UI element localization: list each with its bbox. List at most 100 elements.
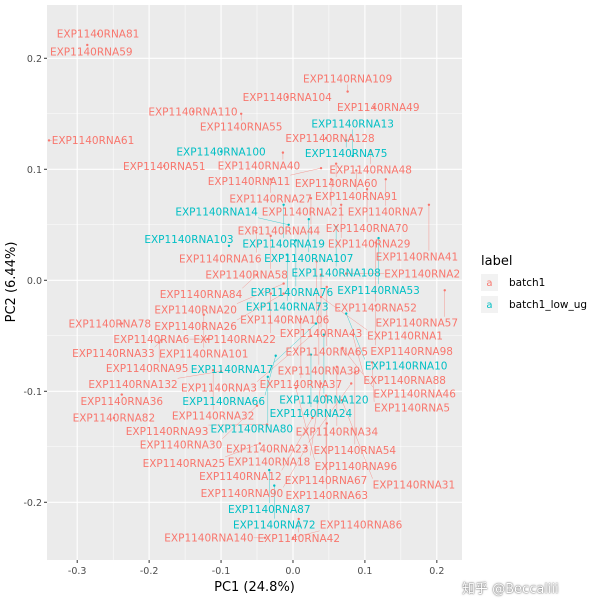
label-leader-line [371,362,375,402]
point-label: EXP1140RNA91 [315,191,398,203]
data-point [340,398,344,402]
point-label: EXP1140RNA86 [320,520,403,532]
data-point [314,322,318,325]
data-point [286,95,289,99]
data-point [377,236,380,240]
data-point [345,139,348,142]
data-point [319,382,323,385]
data-point [263,536,267,539]
point-label: EXP1140RNA93 [126,426,209,438]
data-point [282,292,285,295]
data-point [281,151,285,154]
data-point [319,273,323,276]
point-label: EXP1140RNA3 [181,383,257,395]
point-label: EXP1140RNA110 [148,106,237,118]
data-point [297,517,300,521]
point-label: EXP1140RNA96 [315,461,398,473]
data-point [345,312,348,315]
y-tick-label: 0.0 [27,276,42,287]
point-label: EXP1140RNA25 [143,458,226,470]
point-label: EXP1140RNA49 [337,102,420,114]
legend-key-glyph: a [486,278,492,289]
data-point [319,166,323,170]
point-label: EXP1140RNA55 [200,122,283,134]
point-label: EXP1140RNA78 [69,318,152,330]
data-point [269,234,272,238]
point-label: EXP1140RNA84 [160,289,243,301]
point-label: EXP1140RNA18 [228,456,311,468]
legend-label: batch1 [509,277,545,289]
point-label: EXP1140RNA14 [175,207,258,219]
data-point [339,203,343,206]
point-label: EXP1140RNA46 [373,388,456,400]
label-leader-line [242,274,258,289]
point-label: EXP1140RNA75 [305,148,388,160]
point-label: EXP1140RNA34 [296,427,379,439]
point-label: EXP1140RNA140 [164,533,253,545]
label-leader-line [282,447,307,488]
x-tick-label: -0.2 [140,566,159,577]
x-tick-label: -0.1 [212,566,231,577]
data-point [282,203,285,206]
point-labels: EXP1140RNA81 EXP1140RNA59 EXP1140RNA104 EXP… [50,29,460,546]
point-label: EXP1140RNA32 [172,410,255,422]
point-label: EXP1140RNA95 [106,363,189,375]
point-label: EXP1140RNA132 [88,379,177,391]
point-label: EXP1140RNA120 [279,394,368,406]
data-point [47,139,51,142]
data-point [443,289,446,292]
data-point [317,304,321,308]
point-label: EXP1140RNA70 [326,223,409,235]
y-tick-label: -0.1 [23,387,42,398]
point-label: EXP1140RNA39 [278,366,361,378]
y-tick-label: 0.1 [27,165,42,176]
point-label: EXP1140RNA40 [218,160,301,172]
point-label: EXP1140RNA107 [264,253,353,265]
data-point [346,90,349,93]
data-point [286,253,289,256]
data-point [351,333,354,336]
label-leader-line [177,371,222,379]
point-label: EXP1140RNA43 [280,328,363,340]
x-tick-label: 0.1 [357,566,372,577]
data-point [324,394,328,397]
point-label: EXP1140RNA41 [376,252,459,264]
data-point [269,178,272,181]
data-point [258,442,262,445]
point-label: EXP1140RNA6 [113,334,189,346]
point-label: EXP1140RNA20 [154,304,237,316]
label-leader-line [264,355,276,396]
point-label: EXP1140RNA19 [242,239,325,251]
point-label: EXP1140RNA66 [182,396,265,408]
plot-panel [47,5,462,560]
label-leader-line [292,530,320,539]
data-point [345,272,348,275]
data-point [370,361,374,364]
data-point [219,150,223,153]
point-label: EXP1140RNA100 [176,146,265,158]
point-label: EXP1140RNA21 [262,207,345,219]
label-leader-line [352,334,364,375]
data-point [86,43,89,47]
data-point [374,304,377,308]
x-tick-label: -0.3 [68,566,87,577]
point-label: EXP1140RNA90 [201,488,284,500]
data-point [191,110,195,113]
label-leader-line [236,293,284,321]
point-label: EXP1140RNA61 [52,135,135,147]
point-label: EXP1140RNA2 [384,268,460,280]
label-leader-line [342,347,374,388]
label-leader-line [295,387,315,461]
data-point [287,223,290,226]
legend-label: batch1_low_ug [509,299,587,311]
point-label: EXP1140RNA10 [365,360,448,372]
point-label: EXP1140RNA44 [238,225,321,237]
data-point [325,285,328,289]
point-label: EXP1140RNA7 [348,207,424,219]
data-point [294,386,298,390]
point-label: EXP1140RNA72 [233,519,316,531]
data-point [309,196,313,200]
data-point [291,536,295,539]
data-point [311,416,314,420]
